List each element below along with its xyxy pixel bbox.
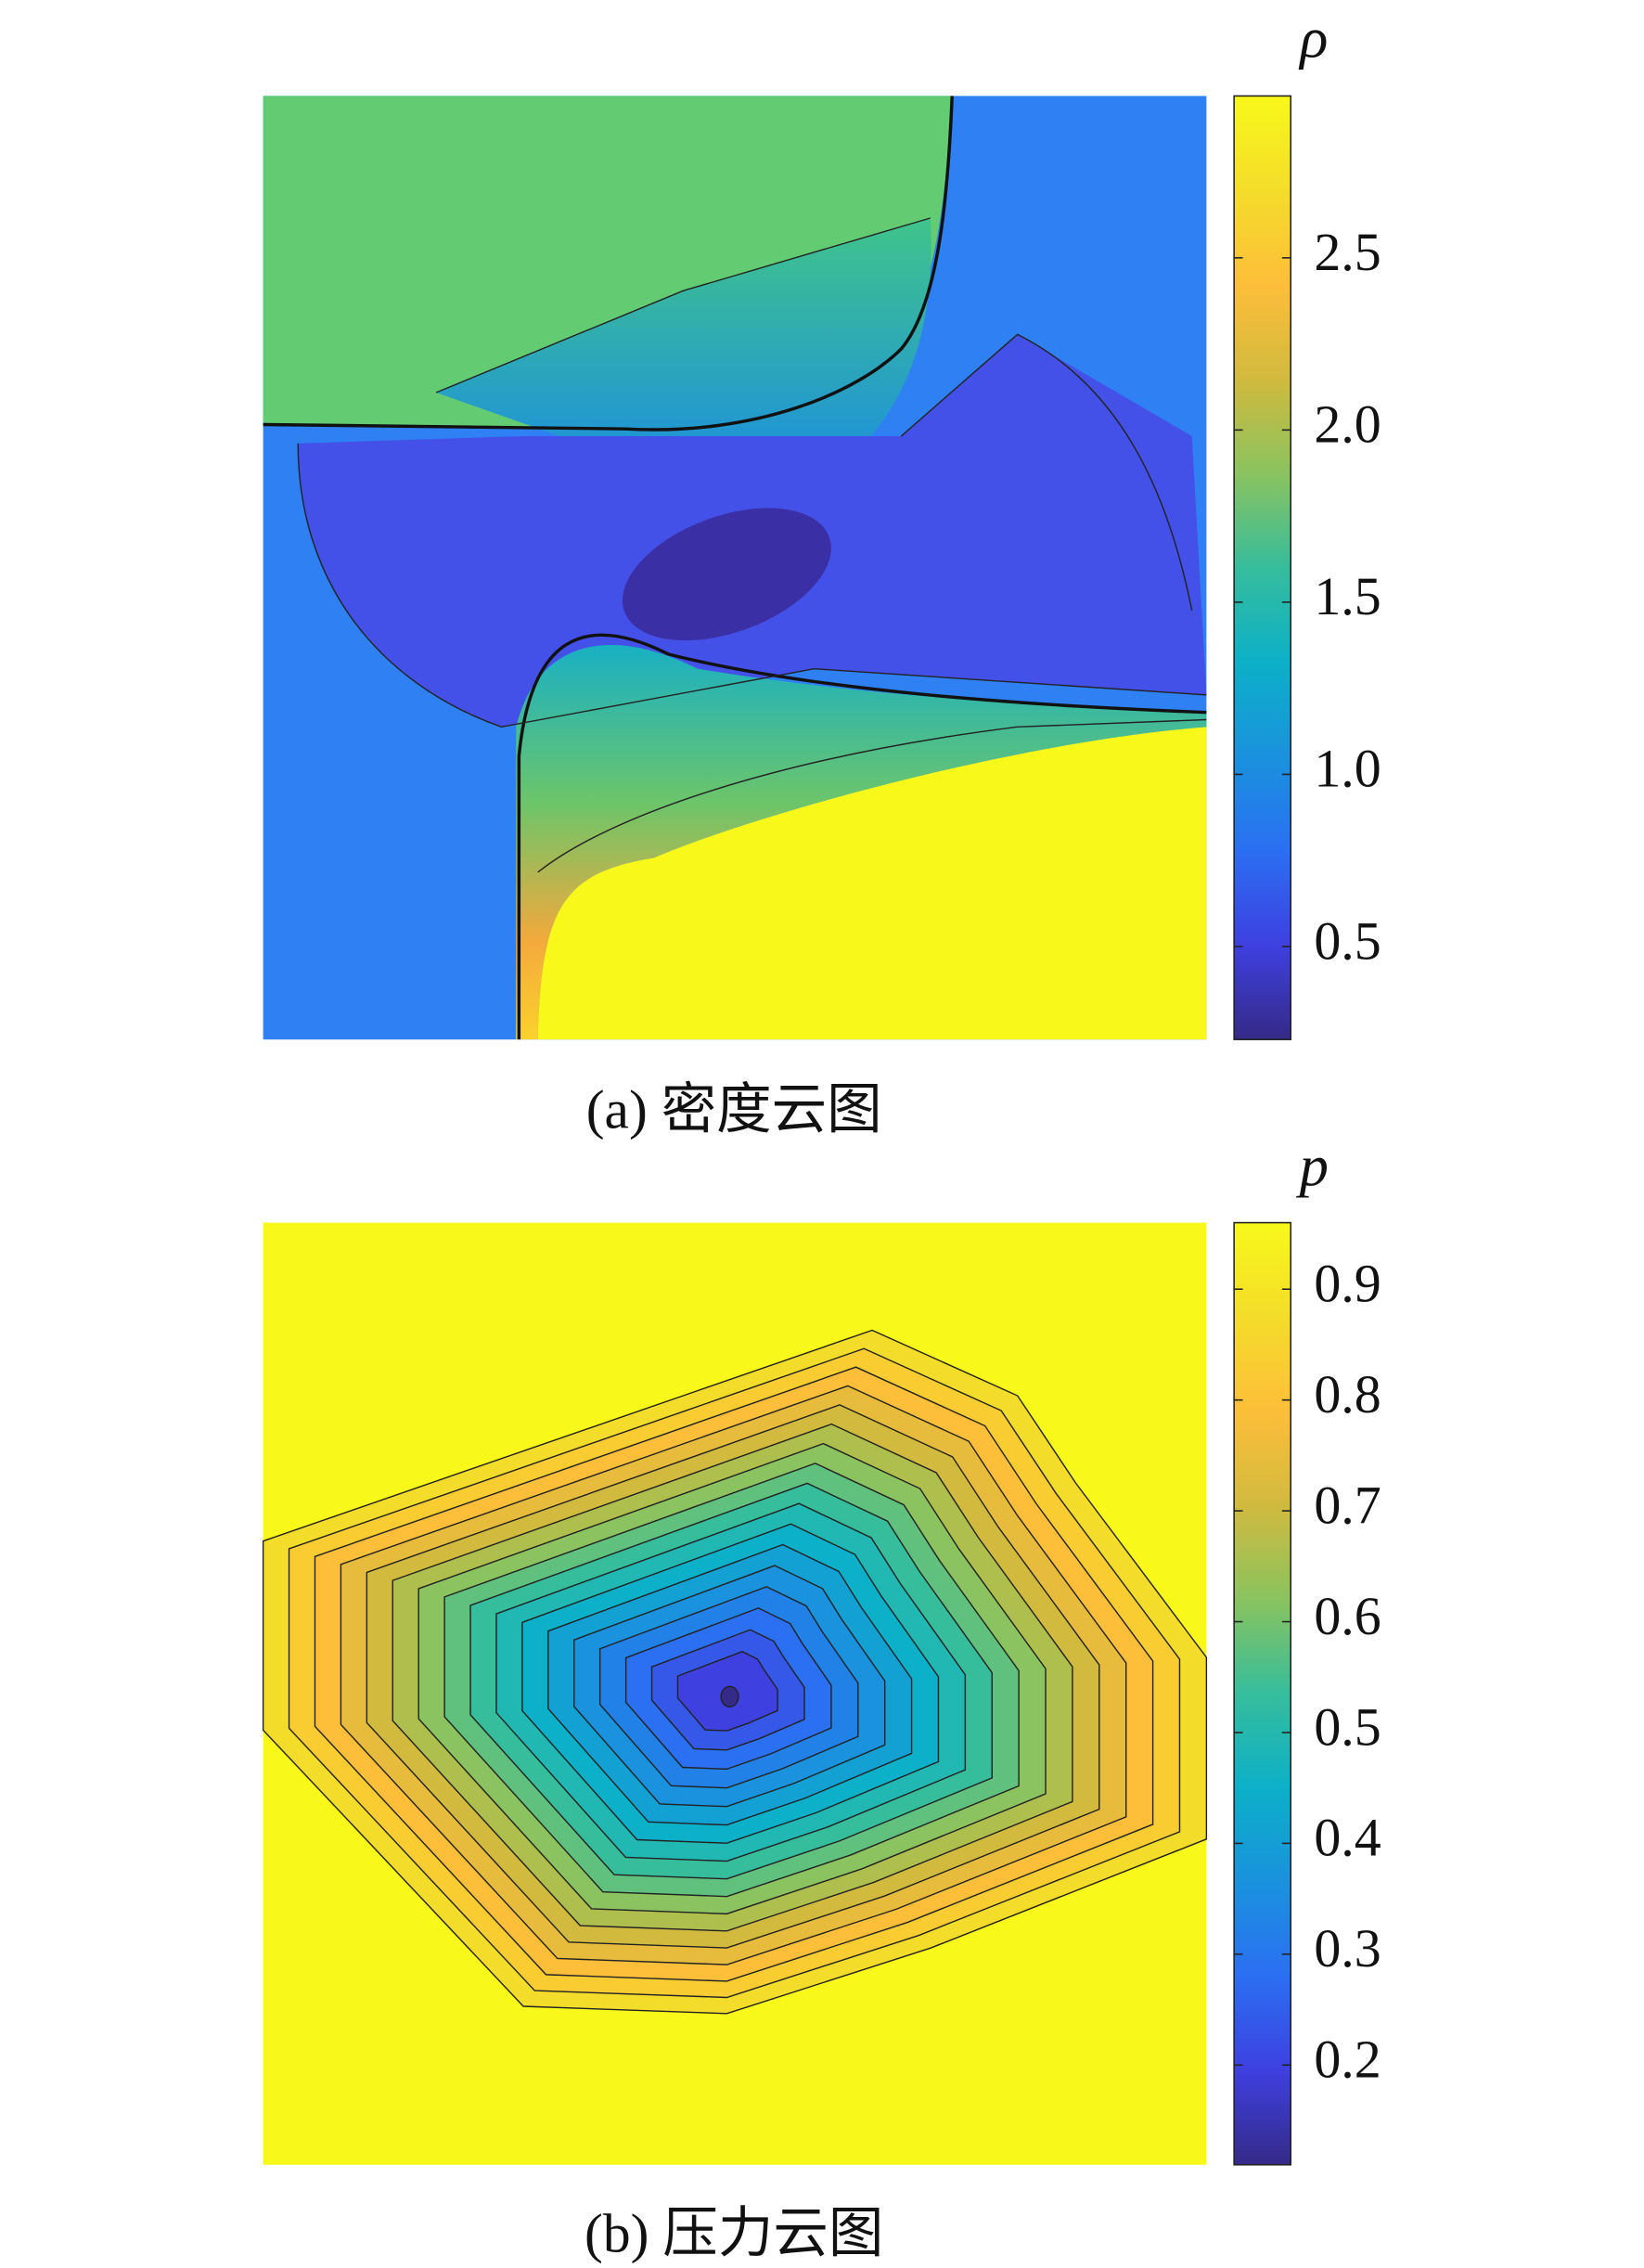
colorbar-label: p <box>1296 1133 1329 1198</box>
tick-label: 0.2 <box>1314 2030 1381 2090</box>
tick-label: 2.0 <box>1314 394 1381 455</box>
colorbar <box>1233 95 1292 1040</box>
tick-label: 0.4 <box>1314 1808 1381 1868</box>
caption: (a) 密度云图 <box>586 1078 882 1140</box>
tick-label: 0.5 <box>1314 1696 1381 1757</box>
density-field <box>263 96 1207 1040</box>
contour-band <box>720 1685 739 1707</box>
tick-label: 0.5 <box>1314 910 1381 971</box>
pressure-field <box>262 1222 1208 2165</box>
tick-label: 0.6 <box>1314 1586 1381 1646</box>
tick-label: 0.9 <box>1314 1254 1381 1314</box>
tick-label: 0.7 <box>1314 1475 1381 1535</box>
tick-label: 0.8 <box>1314 1364 1381 1424</box>
tick-label: 1.0 <box>1314 739 1381 799</box>
colorbar <box>1233 1221 1292 2166</box>
tick-label: 2.5 <box>1314 222 1381 282</box>
caption: (b) 压力云图 <box>584 2202 883 2263</box>
tick-label: 1.5 <box>1314 566 1381 626</box>
colorbar-label: ρ <box>1298 5 1328 70</box>
tick-label: 0.3 <box>1314 1918 1381 1978</box>
